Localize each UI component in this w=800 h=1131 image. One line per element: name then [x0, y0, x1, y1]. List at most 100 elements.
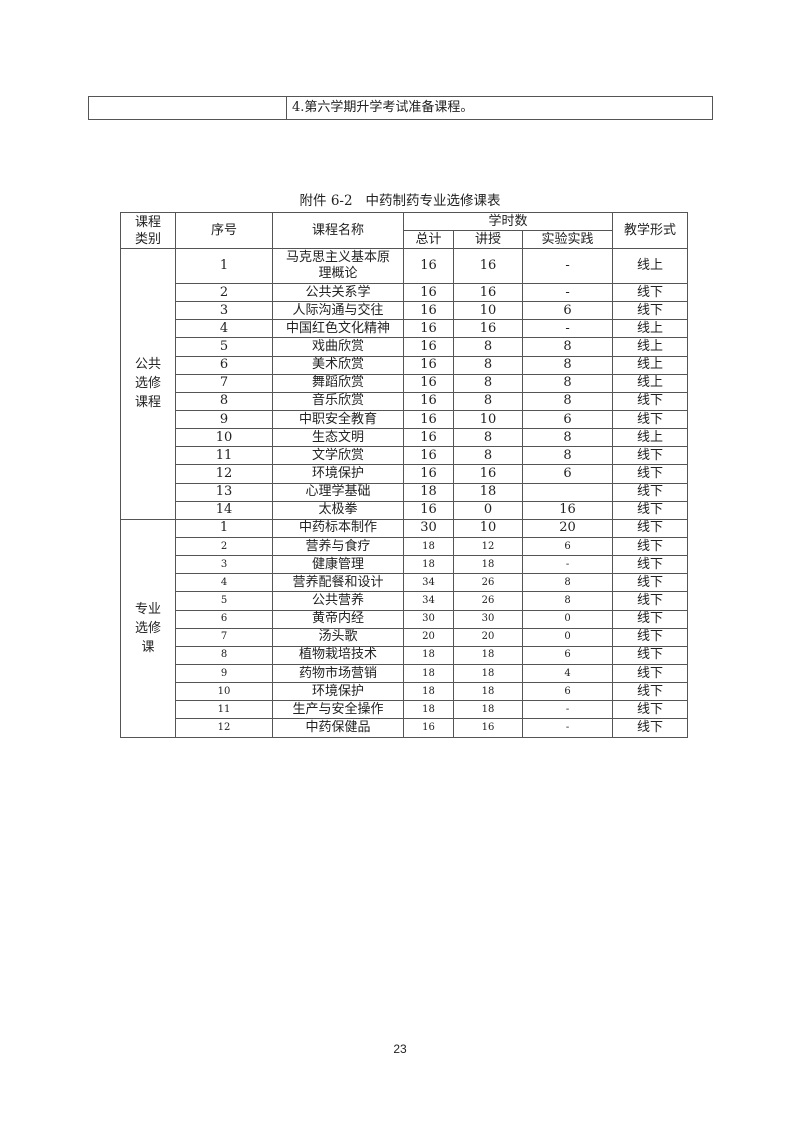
table-row: 7 舞蹈欣赏 16 8 8 线上: [121, 373, 689, 393]
hours-practice: -: [521, 248, 614, 284]
teaching-mode: 线下: [612, 282, 689, 303]
course-name: 生产与安全操作: [272, 700, 404, 720]
table-row: 12 中药保健品 16 16- 线下: [121, 718, 689, 738]
course-name: 环境保护: [272, 682, 404, 702]
hours-total: 30: [403, 518, 454, 538]
hours-total: 18: [403, 663, 454, 684]
hours-lecture: 12: [453, 536, 523, 557]
hours-lecture: 18: [453, 682, 523, 702]
teaching-mode: 线下: [612, 536, 689, 557]
course-name: 生态文明: [272, 428, 404, 448]
hours-practice: 8: [521, 337, 614, 357]
table-row: 10 生态文明 16 8 8 线上: [121, 428, 689, 448]
row-index: 7: [175, 373, 273, 393]
hours-practice: 0: [521, 627, 614, 647]
hours-total: 16: [403, 446, 454, 466]
hours-practice: 8: [521, 355, 614, 375]
hours-practice: 8: [521, 391, 614, 411]
hours-lecture: 8: [453, 428, 523, 448]
hours-lecture: 18: [453, 663, 523, 684]
table-row: 5 公共营养 34 26 8 线下: [121, 591, 689, 611]
hours-lecture: 0: [453, 500, 523, 520]
hours-practice: 8: [521, 591, 614, 611]
hours-lecture: 20: [453, 627, 523, 647]
hours-lecture: 16: [453, 282, 523, 303]
course-name: 中职安全教育: [272, 409, 404, 430]
teaching-mode: 线下: [612, 591, 689, 611]
hours-practice: 16: [521, 500, 614, 520]
header-index: 序号: [175, 212, 273, 249]
row-index: 10: [175, 428, 273, 448]
table-row: 9 药物市场营销 18 18 4 线下: [121, 663, 689, 684]
table-row: 3 健康管理 18 18- 线下: [121, 555, 689, 575]
teaching-mode: 线下: [612, 391, 689, 411]
hours-lecture: 18: [453, 700, 523, 720]
hours-practice: -: [521, 282, 614, 303]
hours-total: 16: [403, 355, 454, 375]
row-index: 1: [175, 248, 273, 284]
hours-practice: 8: [521, 428, 614, 448]
hours-lecture: 8: [453, 355, 523, 375]
teaching-mode: 线下: [612, 627, 689, 647]
teaching-mode: 线下: [612, 700, 689, 720]
table-row: 7 汤头歌 20 20 0 线下: [121, 627, 689, 647]
row-index: 9: [175, 663, 273, 684]
hours-practice: [521, 482, 614, 502]
row-index: 6: [175, 355, 273, 375]
course-name: 舞蹈欣赏: [272, 373, 404, 393]
header-category: 课程 类别: [120, 212, 176, 249]
hours-total: 16: [403, 464, 454, 484]
table-row: 11 文学欣赏 16 8 8 线下: [121, 446, 689, 466]
course-name: 药物市场营销: [272, 663, 404, 684]
hours-practice: 6: [521, 464, 614, 484]
hours-practice: -: [521, 718, 614, 738]
row-index: 12: [175, 464, 273, 484]
hours-total: 18: [403, 645, 454, 665]
hours-total: 16: [403, 500, 454, 520]
hours-lecture: 16: [453, 319, 523, 339]
teaching-mode: 线下: [612, 609, 689, 629]
table-row: 8 音乐欣赏 16 8 8 线下: [121, 391, 689, 411]
hours-practice: -: [521, 555, 614, 575]
table-row: 10 环境保护 18 18 6 线下: [121, 682, 689, 702]
hours-total: 18: [403, 682, 454, 702]
course-name: 汤头歌: [272, 627, 404, 647]
header-lecture: 讲授: [453, 230, 523, 249]
hours-lecture: 16: [453, 248, 523, 284]
row-index: 4: [175, 573, 273, 593]
course-name: 文学欣赏: [272, 446, 404, 466]
course-name: 环境保护: [272, 464, 404, 484]
previous-table-fragment: 4.第六学期升学考试准备课程。: [88, 96, 713, 120]
hours-lecture: 10: [453, 518, 523, 538]
course-name: 太极拳: [272, 500, 404, 520]
hours-lecture: 16: [453, 464, 523, 484]
category-cell: 公共 选修 课程: [120, 248, 176, 520]
hours-practice: 8: [521, 373, 614, 393]
header-name: 课程名称: [272, 212, 404, 249]
hours-total: 20: [403, 627, 454, 647]
elective-course-table: 课程 类别 序号 课程名称 学时数 教学形式 总计 讲授 实验实践 公共 选修 …: [120, 212, 689, 738]
table-row: 公共 选修 课程 1 马克思主义基本原理概论 16 16- 线上: [120, 248, 689, 520]
table-row: 2 营养与食疗 18 12 6 线下: [121, 536, 689, 557]
hours-practice: 20: [521, 518, 614, 538]
hours-practice: 6: [521, 301, 614, 321]
course-name: 黄帝内经: [272, 609, 404, 629]
course-name: 营养配餐和设计: [272, 573, 404, 593]
row-index: 8: [175, 391, 273, 411]
hours-lecture: 10: [453, 301, 523, 321]
hours-total: 18: [403, 536, 454, 557]
table-row: 专业 选修 课 1 中药标本制作 30 10 20 线下: [120, 518, 689, 738]
course-name: 戏曲欣赏: [272, 337, 404, 357]
row-index: 8: [175, 645, 273, 665]
course-name: 公共营养: [272, 591, 404, 611]
teaching-mode: 线上: [612, 248, 689, 284]
table-row: 13 心理学基础 18 18 线下: [121, 482, 689, 502]
teaching-mode: 线下: [612, 682, 689, 702]
row-index: 9: [175, 409, 273, 430]
hours-practice: 8: [521, 446, 614, 466]
previous-table-empty-cell: [89, 97, 287, 119]
teaching-mode: 线上: [612, 373, 689, 393]
row-index: 7: [175, 627, 273, 647]
hours-lecture: 18: [453, 555, 523, 575]
row-index: 14: [175, 500, 273, 520]
